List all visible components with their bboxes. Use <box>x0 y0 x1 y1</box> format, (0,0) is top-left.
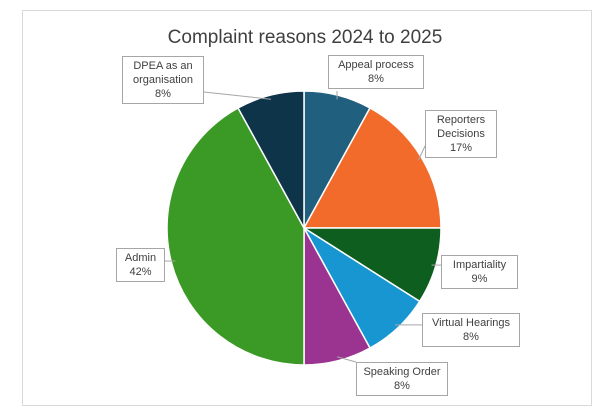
pie-slice <box>236 90 305 229</box>
data-label: Impartiality 9% <box>441 255 518 289</box>
data-label: Appeal process 8% <box>328 55 424 89</box>
category-name: Virtual Hearings <box>431 317 511 329</box>
category-name: Speaking Order <box>363 366 441 378</box>
value-label: 9% <box>471 273 488 285</box>
leader-line <box>336 356 357 363</box>
data-label: Reporters Decisions 17% <box>425 110 497 158</box>
data-label: DPEA as an organisation 8% <box>122 56 204 104</box>
data-label: Speaking Order 8% <box>356 362 448 396</box>
category-name: Appeal process <box>338 59 414 71</box>
category-name: Reporters Decisions <box>436 114 486 140</box>
data-label: Virtual Hearings 8% <box>422 313 520 347</box>
pie-slice <box>166 106 305 366</box>
data-label: Admin 42% <box>116 248 165 282</box>
category-name: DPEA as an organisation <box>133 60 193 86</box>
category-name: Admin <box>124 252 157 264</box>
value-label: 8% <box>368 73 384 85</box>
leader-line <box>203 91 272 100</box>
value-label: 17% <box>449 142 473 154</box>
value-label: 8% <box>155 88 171 100</box>
pie-slice <box>302 106 442 229</box>
category-name: Impartiality <box>452 259 507 271</box>
leader-line <box>417 145 426 161</box>
chart-title: Complaint reasons 2024 to 2025 <box>168 27 443 48</box>
value-label: 42% <box>129 266 152 278</box>
value-label: 8% <box>463 331 479 343</box>
value-label: 8% <box>394 380 410 392</box>
